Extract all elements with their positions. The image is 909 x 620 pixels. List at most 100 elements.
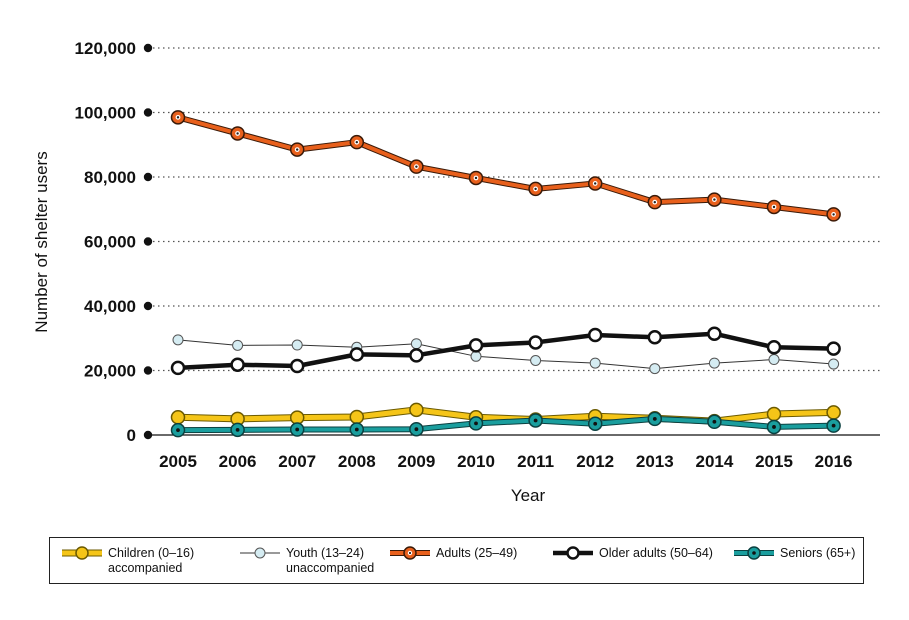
data-point-older-adults	[528, 335, 543, 350]
data-point-youth	[589, 357, 601, 369]
data-point-youth	[828, 358, 840, 370]
legend-label-seniors: Seniors (65+)	[780, 546, 856, 560]
y-tick-dot	[143, 430, 153, 440]
data-point-youth	[530, 355, 542, 367]
data-point-core-adults	[296, 148, 299, 151]
x-tick-label: 2007	[278, 452, 316, 471]
series-line-outline-adults	[177, 114, 834, 218]
legend: Children (0–16) accompanied Youth (13–24)…	[49, 537, 864, 584]
y-tick-label: 120,000	[75, 39, 136, 58]
y-tick-dot	[143, 301, 153, 311]
y-tick-label: 0	[127, 426, 136, 445]
y-tick-dot	[143, 108, 153, 117]
legend-label-youth-2: unaccompanied	[286, 561, 375, 575]
legend-label-older: Older adults (50–64)	[599, 546, 713, 560]
data-point-center-seniors	[772, 425, 776, 429]
data-point-core-adults	[713, 198, 716, 201]
legend-label-adults: Adults (25–49)	[436, 546, 518, 560]
data-point-center-seniors	[295, 427, 300, 432]
legend-item-adults: Adults (25–49)	[390, 546, 517, 561]
legend-item-children: Children (0–16) accompanied	[62, 546, 194, 576]
data-point-older-adults	[587, 327, 603, 343]
legend-label-children-2: accompanied	[108, 561, 183, 575]
data-point-older-adults	[468, 338, 484, 353]
series-line-seniors	[177, 416, 834, 433]
data-point-core-adults	[594, 182, 597, 185]
series-line-adults	[177, 115, 834, 217]
data-point-center-seniors	[593, 421, 598, 426]
data-point-children	[170, 410, 186, 425]
y-tick-dot	[143, 237, 153, 246]
data-point-center-seniors	[712, 419, 717, 424]
data-point-core-adults	[832, 213, 835, 216]
y-tick-label: 60,000	[84, 233, 136, 252]
y-tick-label: 80,000	[84, 168, 136, 187]
data-point-center-seniors	[652, 416, 657, 421]
data-point-center-seniors	[354, 427, 359, 432]
data-point-core-adults	[534, 187, 537, 191]
y-axis-title: Number of shelter users	[32, 151, 51, 332]
data-point-youth	[172, 334, 184, 346]
data-point-older-adults	[826, 341, 841, 356]
data-point-center-seniors	[235, 427, 240, 432]
legend-item-seniors: Seniors (65+)	[734, 546, 855, 561]
data-point-core-adults	[474, 176, 478, 180]
y-tick-dot	[143, 172, 153, 182]
data-point-youth	[708, 357, 720, 369]
data-point-youth	[232, 339, 244, 351]
x-tick-label: 2005	[159, 452, 197, 471]
x-tick-label: 2008	[338, 452, 376, 471]
series-line-older-adults	[177, 331, 834, 371]
data-point-youth	[410, 338, 422, 350]
data-point-older-adults	[289, 358, 305, 374]
data-point-youth	[649, 363, 661, 375]
data-point-core-adults	[415, 165, 418, 168]
legend-swatch-adults	[390, 546, 430, 560]
series-line-youth	[177, 339, 834, 370]
data-point-center-seniors	[831, 423, 836, 428]
legend-swatch-children	[62, 546, 102, 560]
x-tick-label: 2016	[815, 452, 853, 471]
x-tick-label: 2015	[755, 452, 793, 471]
data-point-core-adults	[176, 116, 180, 119]
data-point-youth	[768, 354, 780, 366]
data-point-center-seniors	[533, 418, 538, 423]
x-tick-label: 2012	[576, 452, 614, 471]
data-point-older-adults	[409, 348, 424, 363]
data-point-center-seniors	[414, 427, 419, 432]
data-point-older-adults	[707, 326, 722, 341]
y-tick-dot	[143, 366, 153, 375]
y-tick-dot	[143, 43, 153, 53]
data-point-older-adults	[766, 340, 782, 355]
data-point-children	[826, 405, 841, 420]
data-point-children	[409, 402, 424, 418]
x-tick-label: 2013	[636, 452, 674, 471]
x-tick-label: 2014	[695, 452, 733, 471]
data-point-core-adults	[653, 200, 656, 204]
legend-label-children: Children (0–16)	[108, 546, 195, 560]
data-point-youth	[291, 339, 303, 351]
data-point-core-adults	[772, 205, 776, 209]
legend-swatch-youth	[240, 547, 280, 559]
legend-item-youth: Youth (13–24) unaccompanied	[240, 546, 374, 576]
x-tick-label: 2010	[457, 452, 495, 471]
x-tick-label: 2009	[397, 452, 435, 471]
data-point-children	[349, 409, 365, 425]
data-point-older-adults	[170, 360, 186, 376]
data-point-children	[766, 406, 782, 422]
legend-label-youth: Youth (13–24)	[286, 546, 365, 560]
data-point-core-adults	[236, 132, 239, 135]
x-tick-label: 2011	[517, 452, 554, 471]
y-tick-label: 40,000	[84, 297, 136, 316]
data-point-center-seniors	[176, 428, 180, 433]
data-point-children	[289, 410, 305, 425]
data-point-center-seniors	[474, 421, 478, 426]
data-point-older-adults	[349, 347, 365, 362]
y-tick-label: 20,000	[84, 362, 136, 381]
data-point-youth	[470, 350, 482, 362]
data-point-core-adults	[355, 140, 358, 144]
x-tick-label: 2006	[219, 452, 257, 471]
y-tick-label: 100,000	[75, 104, 136, 123]
legend-swatch-older	[553, 546, 593, 560]
